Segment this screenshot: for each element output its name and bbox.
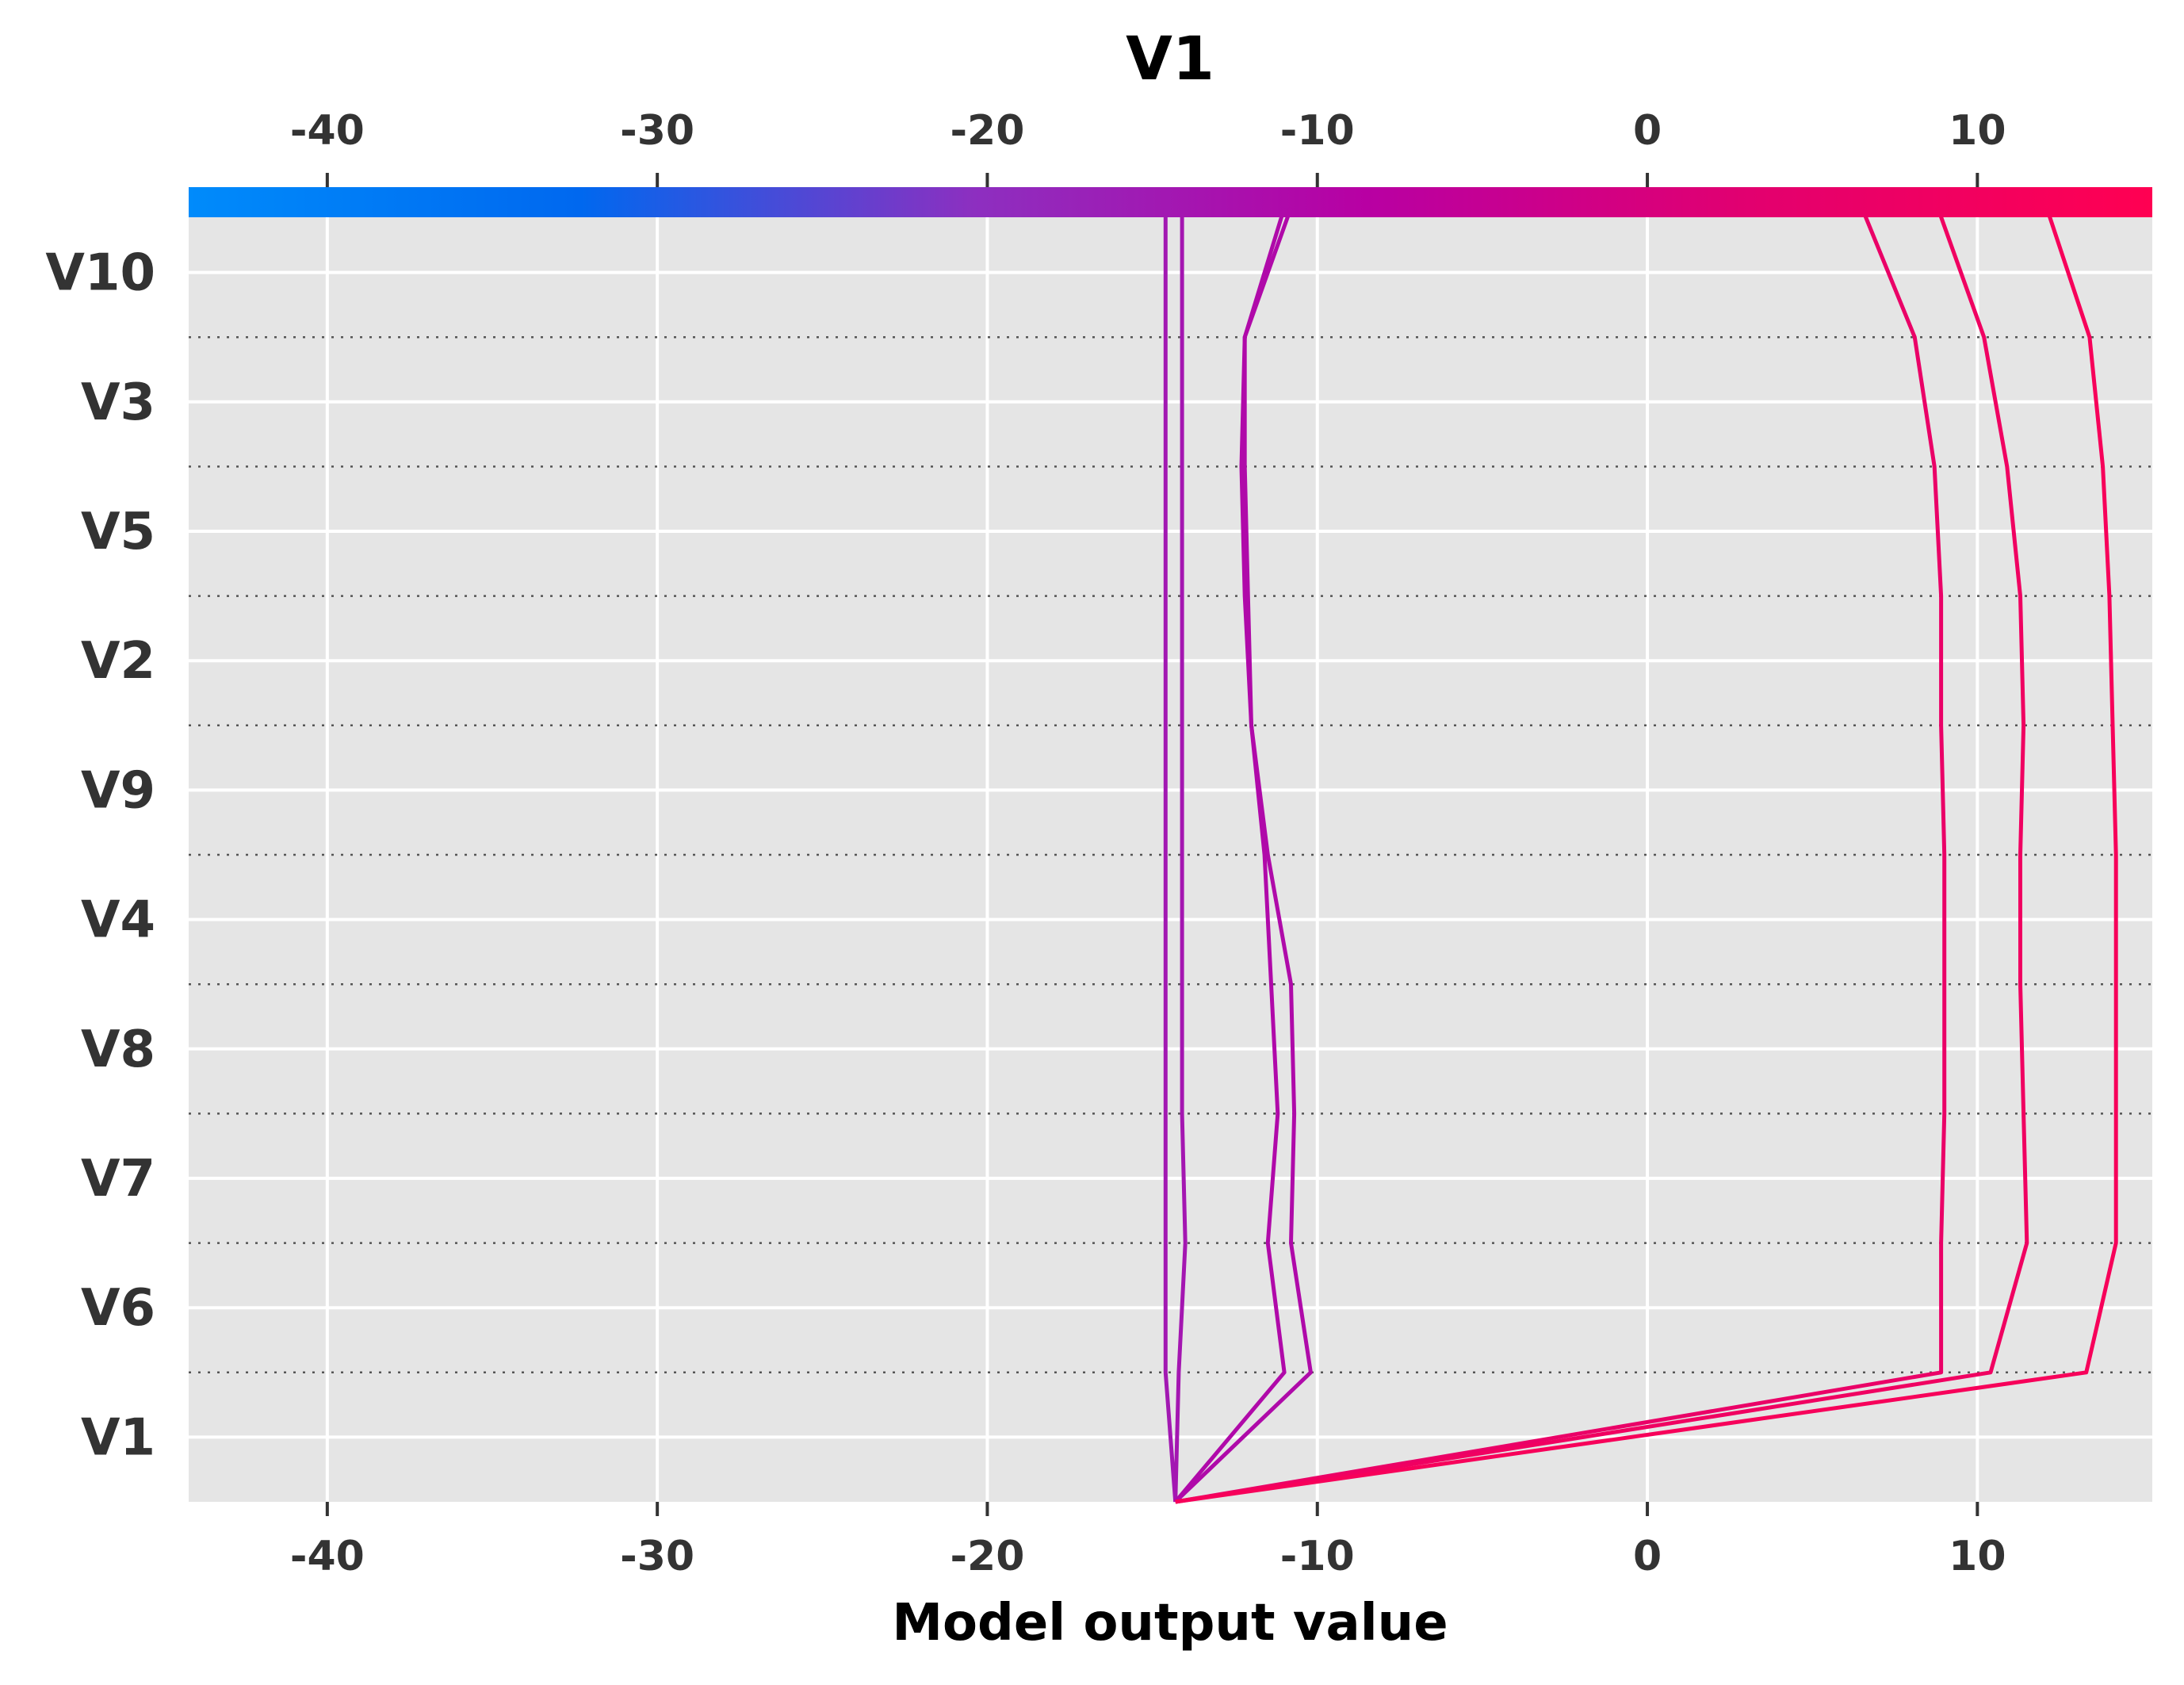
decision-lines [1163, 207, 2118, 1504]
top-tick-label: 10 [1949, 107, 2006, 155]
bottom-tick-label: -30 [620, 1533, 694, 1580]
feature-label-v4: V4 [81, 891, 155, 950]
feature-label-v8: V8 [81, 1021, 155, 1079]
feature-label-v1: V1 [81, 1408, 155, 1467]
decision-line-obs-1 [1163, 208, 1178, 1503]
decision-line-obs-3 [1173, 207, 1313, 1503]
colorbar-gradient [189, 187, 2152, 217]
decision-line-obs-5 [1175, 207, 1947, 1504]
feature-label-v9: V9 [81, 761, 155, 820]
bottom-tick-label: 10 [1949, 1533, 2006, 1580]
feature-label-v2: V2 [81, 632, 155, 691]
bottom-tick-label: -20 [950, 1533, 1024, 1580]
feature-label-v10: V10 [45, 244, 155, 303]
bottom-tick-label: -40 [290, 1533, 365, 1580]
gridlines [189, 208, 2152, 1502]
x-axis-label: Model output value [892, 1594, 1448, 1652]
bottom-tick-label: 0 [1633, 1533, 1662, 1580]
feature-labels: V10 V3 V5 V2 V9 V4 V8 V7 V6 V1 [45, 244, 155, 1468]
feature-label-v3: V3 [81, 373, 155, 432]
feature-label-v6: V6 [81, 1279, 155, 1338]
top-tick-label: -40 [290, 107, 365, 155]
colorbar [189, 187, 2152, 217]
bottom-axis-ticks: -40 -30 -20 -10 0 10 [290, 1502, 2006, 1580]
top-axis-ticks: -40 -30 -20 -10 0 10 [290, 107, 2006, 187]
decision-line-obs-7 [1175, 207, 2118, 1504]
feature-label-v7: V7 [81, 1150, 155, 1208]
feature-label-v5: V5 [81, 503, 155, 561]
decision-line-obs-6 [1175, 207, 2029, 1504]
decision-line-obs-2 [1173, 208, 1188, 1503]
decision-line-obs-4 [1173, 207, 1293, 1503]
top-tick-label: -20 [950, 107, 1024, 155]
top-tick-label: -30 [620, 107, 694, 155]
bottom-tick-label: -10 [1280, 1533, 1355, 1580]
top-tick-label: 0 [1633, 107, 1662, 155]
top-tick-label: -10 [1280, 107, 1355, 155]
chart-title: V1 [1126, 23, 1214, 94]
